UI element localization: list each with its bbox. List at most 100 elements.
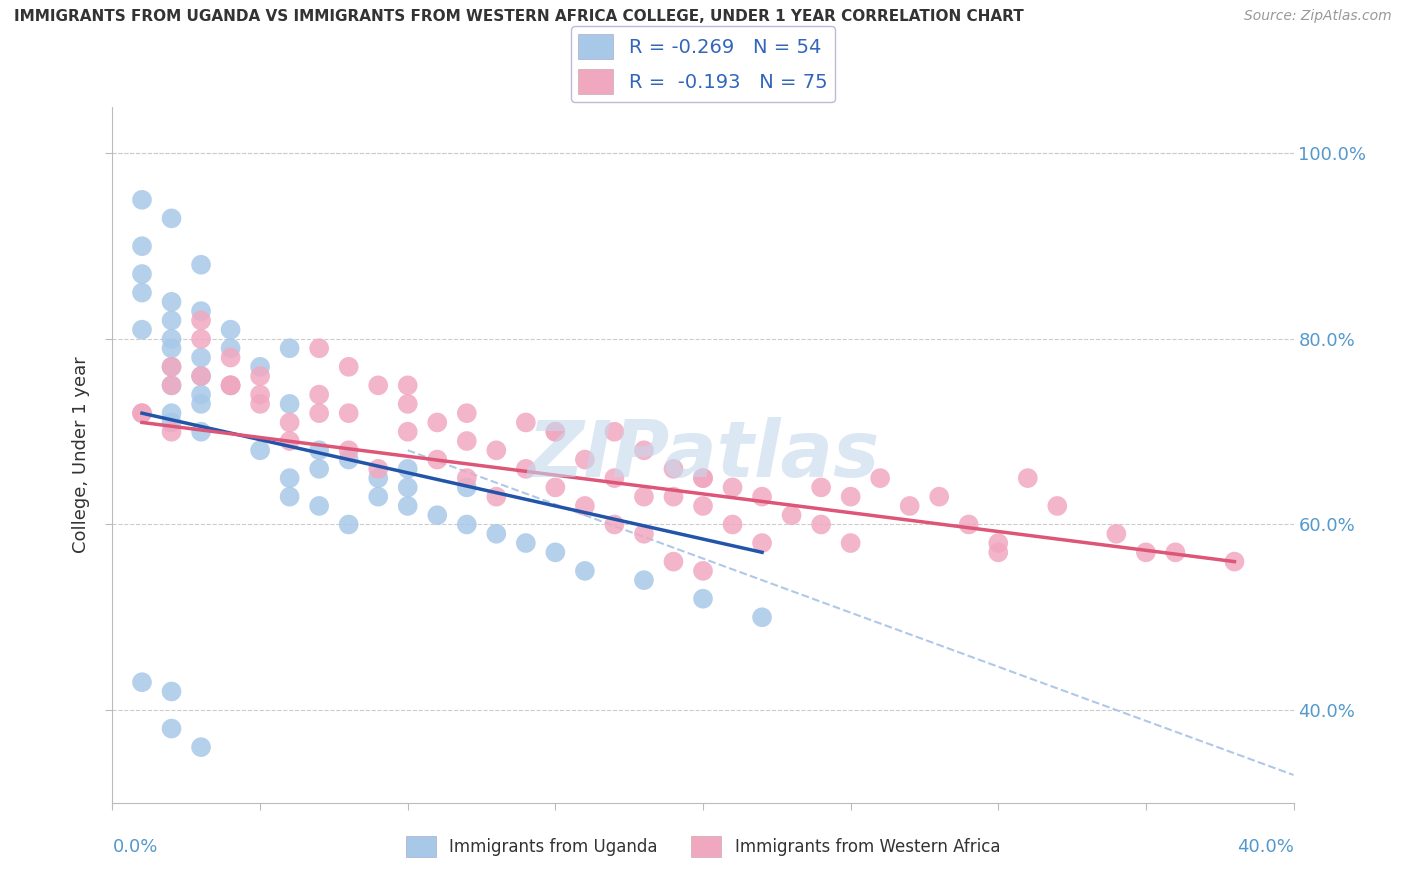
Point	[278, 397, 301, 411]
Point	[987, 536, 1010, 550]
Point	[810, 517, 832, 532]
Point	[544, 545, 567, 559]
Legend: Immigrants from Uganda, Immigrants from Western Africa: Immigrants from Uganda, Immigrants from …	[399, 830, 1007, 864]
Point	[574, 499, 596, 513]
Point	[396, 480, 419, 494]
Point	[337, 406, 360, 420]
Point	[928, 490, 950, 504]
Point	[1135, 545, 1157, 559]
Point	[662, 462, 685, 476]
Point	[869, 471, 891, 485]
Point	[751, 610, 773, 624]
Point	[160, 406, 183, 420]
Point	[662, 555, 685, 569]
Point	[131, 323, 153, 337]
Point	[278, 416, 301, 430]
Point	[839, 536, 862, 550]
Point	[337, 443, 360, 458]
Point	[987, 545, 1010, 559]
Point	[456, 471, 478, 485]
Point	[396, 462, 419, 476]
Point	[456, 434, 478, 448]
Point	[426, 508, 449, 523]
Point	[278, 341, 301, 355]
Point	[308, 406, 330, 420]
Point	[190, 258, 212, 272]
Point	[721, 517, 744, 532]
Point	[780, 508, 803, 523]
Point	[278, 434, 301, 448]
Point	[160, 294, 183, 309]
Point	[219, 341, 242, 355]
Point	[160, 359, 183, 374]
Point	[367, 378, 389, 392]
Point	[1223, 555, 1246, 569]
Point	[633, 443, 655, 458]
Point	[662, 490, 685, 504]
Point	[131, 267, 153, 281]
Point	[485, 443, 508, 458]
Point	[1105, 526, 1128, 541]
Point	[219, 378, 242, 392]
Point	[190, 397, 212, 411]
Point	[396, 378, 419, 392]
Point	[751, 536, 773, 550]
Point	[337, 517, 360, 532]
Point	[810, 480, 832, 494]
Point	[308, 341, 330, 355]
Point	[190, 304, 212, 318]
Point	[515, 416, 537, 430]
Point	[1164, 545, 1187, 559]
Point	[692, 471, 714, 485]
Point	[396, 397, 419, 411]
Point	[190, 369, 212, 384]
Point	[692, 471, 714, 485]
Point	[131, 406, 153, 420]
Point	[160, 378, 183, 392]
Point	[574, 564, 596, 578]
Point	[751, 490, 773, 504]
Point	[603, 471, 626, 485]
Point	[190, 369, 212, 384]
Point	[190, 313, 212, 327]
Point	[456, 406, 478, 420]
Point	[603, 517, 626, 532]
Point	[160, 425, 183, 439]
Point	[1046, 499, 1069, 513]
Point	[367, 490, 389, 504]
Point	[160, 416, 183, 430]
Point	[249, 387, 271, 401]
Point	[603, 425, 626, 439]
Point	[131, 675, 153, 690]
Point	[515, 536, 537, 550]
Point	[633, 526, 655, 541]
Point	[456, 480, 478, 494]
Point	[131, 193, 153, 207]
Point	[485, 526, 508, 541]
Point	[898, 499, 921, 513]
Point	[957, 517, 980, 532]
Point	[308, 499, 330, 513]
Point	[337, 359, 360, 374]
Point	[249, 397, 271, 411]
Point	[426, 416, 449, 430]
Text: Source: ZipAtlas.com: Source: ZipAtlas.com	[1244, 9, 1392, 23]
Point	[337, 452, 360, 467]
Point	[160, 684, 183, 698]
Point	[131, 239, 153, 253]
Point	[1017, 471, 1039, 485]
Point	[544, 425, 567, 439]
Point	[131, 406, 153, 420]
Point	[190, 387, 212, 401]
Point	[839, 490, 862, 504]
Text: IMMIGRANTS FROM UGANDA VS IMMIGRANTS FROM WESTERN AFRICA COLLEGE, UNDER 1 YEAR C: IMMIGRANTS FROM UGANDA VS IMMIGRANTS FRO…	[14, 9, 1024, 24]
Point	[160, 313, 183, 327]
Point	[308, 443, 330, 458]
Point	[190, 740, 212, 755]
Text: 40.0%: 40.0%	[1237, 838, 1294, 855]
Point	[485, 490, 508, 504]
Text: ZIPatlas: ZIPatlas	[527, 417, 879, 493]
Point	[633, 573, 655, 587]
Point	[160, 341, 183, 355]
Point	[721, 480, 744, 494]
